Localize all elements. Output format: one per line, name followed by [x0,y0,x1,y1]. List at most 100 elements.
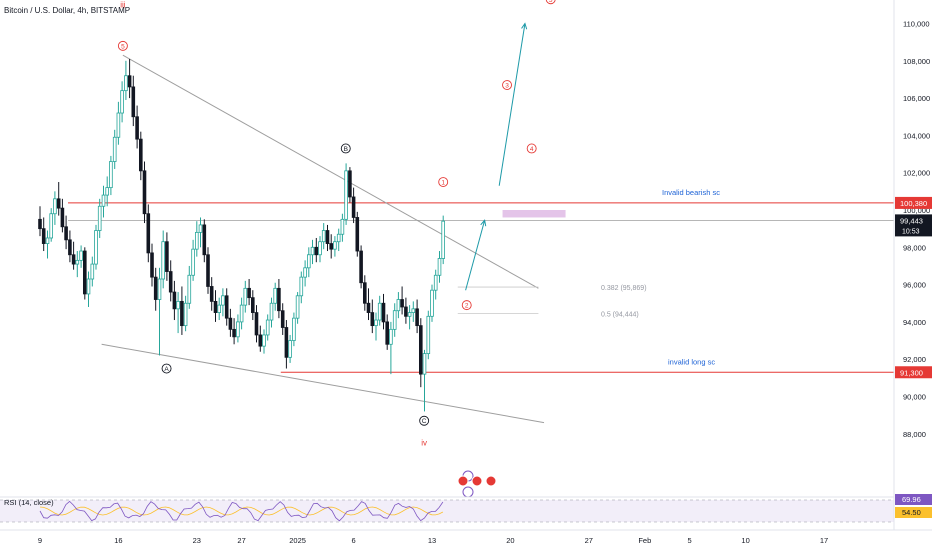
rsi-title: RSI (14, close) [4,498,54,507]
candle-body [94,230,98,265]
rsi-ma-line [39,506,444,516]
projection-arrow [465,220,486,291]
candle-body [336,233,341,243]
wave-label: B [344,146,348,153]
candle-body [239,304,244,323]
x-tick-label: 2025 [289,536,306,545]
candle-body [344,170,348,220]
y-tick-label: 100,000 [903,206,930,215]
price-level-badge-bg [895,366,932,379]
candle-body [426,315,431,355]
candle-body [288,340,292,358]
y-tick-label: 92,000 [903,355,926,364]
x-tick-label: 23 [193,536,201,545]
candle-body [348,170,352,198]
x-tick-label: 17 [820,536,828,545]
candle-body [176,300,180,310]
fib-level-label: 0.382 (95,869) [601,285,647,292]
price-level-badge-bg [895,196,932,209]
candle-body [60,207,65,228]
candle-body [97,205,102,231]
candle-body [206,254,210,287]
current-price-badge-bg [895,214,932,237]
candle-body [340,218,345,235]
candle-body [314,246,319,256]
candle-body [284,327,289,358]
y-tick-label: 110,000 [903,20,930,29]
candle-body [265,319,270,336]
candle-body [45,237,50,244]
candle-body [441,220,445,259]
y-tick-label: 108,000 [903,57,930,66]
chart-title: Bitcoin / U.S. Dollar, 4h, BITSTAMP [4,6,131,15]
candle-body [138,138,143,172]
x-tick-label: 10 [741,536,749,545]
candle-body [292,317,296,341]
rsi-ma-badge-bg [895,507,932,518]
candle-body [306,254,311,269]
candle-body [198,224,203,233]
candle-body [101,194,106,207]
candle-body [38,218,42,230]
candle-body [430,289,434,317]
candle-body [86,278,91,295]
candle-body [202,224,207,256]
candle-body [157,278,162,300]
candle-body [262,334,266,347]
wave-label-circle [419,415,430,426]
candle-body [135,116,139,140]
rsi-pane: RSI (14, close) [0,496,894,523]
x-tick-label: 6 [352,536,356,545]
candle-body [273,287,277,304]
candle-body [217,304,222,313]
candle-body [374,319,378,327]
wave-label-circle [526,143,537,154]
projection-arrowhead [480,219,487,227]
candle-body [168,271,173,293]
candle-body [418,325,423,375]
candle-body [280,310,285,328]
candle-body [250,297,255,313]
candle-body [359,250,363,284]
event-marker-icon [462,486,474,498]
candle-body [165,241,169,272]
candle-body [333,241,337,250]
wave-label: 5 [549,0,553,4]
current-price-badge: 99,443 [900,216,923,225]
price-level-label: Invalid bearish sc [662,188,720,197]
candle-body [228,317,233,330]
candle-body [112,136,117,162]
candle-body [116,112,121,138]
candle-body [187,274,192,304]
candle-body [224,295,229,319]
candle-body [437,258,442,276]
candle-body [75,259,80,265]
candle-body [56,198,61,209]
wave-label: C [422,418,427,425]
candle-body [183,302,188,327]
candle-body [153,276,158,300]
candle-body [79,250,83,261]
price-level-badge: 91,300 [900,368,923,377]
y-tick-label: 102,000 [903,169,930,178]
candle-body [41,228,46,244]
projection-arrowhead [521,22,528,30]
x-tick-label: 27 [585,536,593,545]
candle-body [232,328,236,338]
candle-body [415,308,419,327]
candle-body [295,295,300,319]
candle-body [404,306,408,317]
candle-body [258,334,263,347]
y-tick-label: 104,000 [903,131,930,140]
economic-event-flag-icon [471,475,483,487]
candle-body [180,300,184,327]
y-axis: 88,000 90,000 92,000 94,000 96,000 98,000 100,… [893,0,932,530]
candle-body [277,287,281,312]
candle-body [161,241,166,280]
economic-event-flag-icon [457,475,469,487]
price-level-label: invalid long sc [668,357,715,366]
candle-body [142,170,147,215]
wave-label-circle [340,143,351,154]
wave-label-circle [545,0,556,5]
